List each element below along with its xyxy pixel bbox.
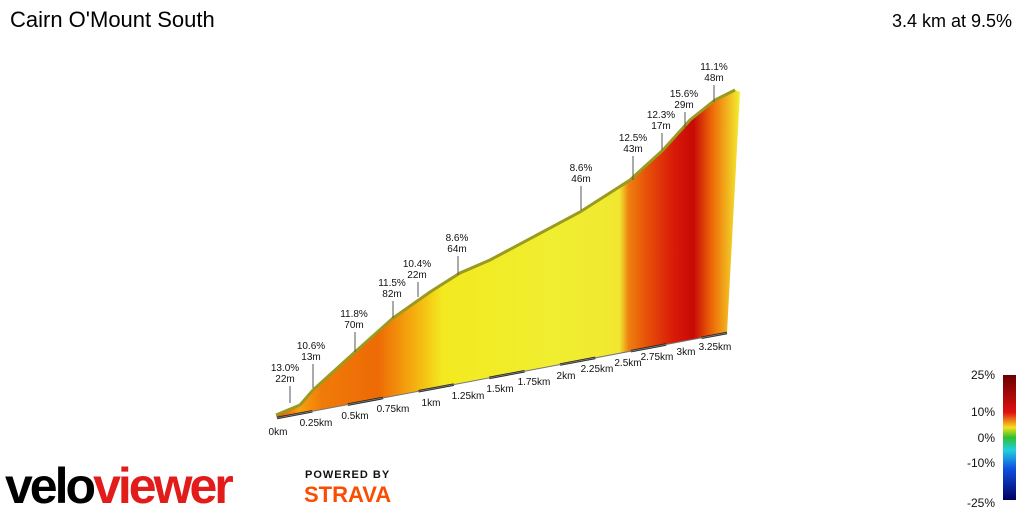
annotation-gradient: 13.0% [271, 363, 299, 374]
legend-label: 0% [978, 431, 996, 445]
distance-label: 1km [422, 398, 441, 409]
distance-label: 0.75km [377, 404, 410, 415]
annotation-length: 17m [651, 121, 670, 132]
distance-label: 2.5km [614, 358, 641, 369]
summary: 3.4 km at 9.5% [892, 11, 1012, 31]
logo-velo: velo [5, 458, 95, 512]
annotation-length: 29m [674, 100, 693, 111]
legend-label: -25% [967, 496, 995, 510]
distance-label: 1.25km [452, 391, 485, 402]
profile-surface [276, 90, 740, 418]
powered-by: POWERED BY [305, 469, 390, 481]
annotation-gradient: 11.1% [700, 62, 728, 73]
annotation-gradient: 11.8% [340, 309, 368, 320]
distance-label: 3.25km [699, 342, 732, 353]
annotation-length: 22m [407, 270, 426, 281]
distance-label: 0.25km [300, 418, 333, 429]
distance-axis-line [276, 332, 728, 419]
annotation-gradient: 8.6% [570, 163, 593, 174]
legend-label: 10% [971, 405, 995, 419]
distance-label: 0.5km [341, 411, 368, 422]
annotation-length: 70m [344, 320, 363, 331]
logo-viewer: viewer [93, 458, 233, 512]
distance-label: 2km [557, 371, 576, 382]
annotation-gradient: 12.5% [619, 133, 647, 144]
annotation-length: 46m [571, 174, 590, 185]
distance-label: 2.75km [641, 352, 674, 363]
annotation-gradient: 15.6% [670, 89, 698, 100]
annotation-length: 64m [447, 244, 466, 255]
distance-label: 0km [269, 427, 288, 438]
legend-label: -10% [967, 456, 995, 470]
distance-label: 1.75km [518, 377, 551, 388]
annotation-gradient: 11.5% [378, 278, 406, 289]
title: Cairn O'Mount South [10, 7, 215, 32]
distance-label: 2.25km [581, 364, 614, 375]
annotation-length: 22m [275, 374, 294, 385]
annotation-length: 82m [382, 289, 401, 300]
logo: veloviewer [5, 458, 233, 512]
strava-logo: STRAVA [304, 482, 391, 507]
annotation-gradient: 12.3% [647, 110, 675, 121]
gradient-legend-bar [1003, 375, 1016, 500]
legend-label: 25% [971, 368, 995, 382]
annotation-length: 48m [704, 73, 723, 84]
annotation-gradient: 8.6% [446, 233, 469, 244]
annotation-length: 43m [623, 144, 642, 155]
distance-label: 1.5km [486, 384, 513, 395]
distance-label: 3km [677, 347, 696, 358]
annotation-gradient: 10.6% [297, 341, 325, 352]
annotation-gradient: 10.4% [403, 259, 431, 270]
annotation-length: 13m [301, 352, 320, 363]
